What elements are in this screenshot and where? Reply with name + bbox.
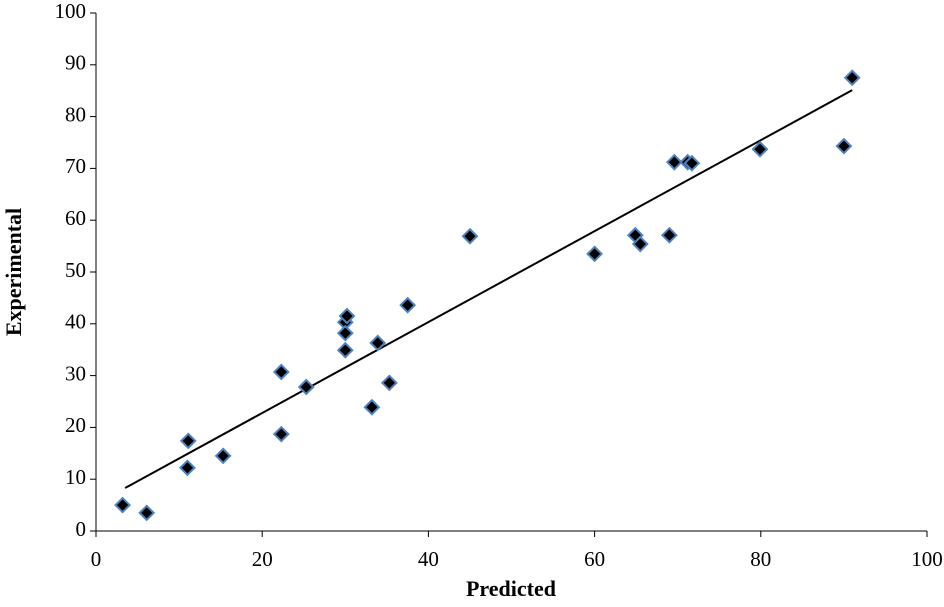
y-tick-label: 70 — [65, 154, 86, 178]
trendline — [124, 89, 853, 489]
point — [138, 504, 156, 522]
y-tick-label: 50 — [65, 258, 86, 282]
point — [297, 378, 315, 396]
point — [631, 235, 649, 253]
point — [369, 334, 387, 352]
point — [336, 341, 354, 359]
x-tick-label: 60 — [584, 547, 605, 571]
x-axis-title: Predicted — [466, 576, 556, 601]
point — [683, 154, 701, 172]
x-tick-label: 80 — [750, 547, 771, 571]
x-tick-label: 0 — [91, 547, 102, 571]
x-tick-label: 20 — [252, 547, 273, 571]
point — [178, 459, 196, 477]
point — [751, 140, 769, 158]
y-tick-label: 100 — [55, 0, 87, 23]
point — [380, 374, 398, 392]
point — [399, 296, 417, 314]
y-tick-label: 80 — [65, 102, 86, 126]
point — [363, 398, 381, 416]
x-tick-label: 100 — [911, 547, 943, 571]
point — [114, 496, 132, 514]
point — [272, 363, 290, 381]
x-tick-label: 40 — [418, 547, 439, 571]
y-tick-label: 20 — [65, 413, 86, 437]
point — [843, 69, 861, 87]
y-tick-label: 10 — [65, 465, 86, 489]
point — [665, 153, 683, 171]
y-tick-label: 30 — [65, 361, 86, 385]
y-tick-label: 40 — [65, 310, 86, 334]
point — [586, 245, 604, 263]
point — [835, 137, 853, 155]
point — [338, 307, 356, 325]
y-axis-title: Experimental — [1, 208, 26, 336]
y-tick-label: 60 — [65, 206, 86, 230]
point — [660, 226, 678, 244]
point — [179, 432, 197, 450]
y-tick-label: 90 — [65, 51, 86, 75]
point — [214, 447, 232, 465]
y-tick-label: 0 — [76, 517, 87, 541]
point — [336, 324, 354, 342]
point — [272, 425, 290, 443]
point — [461, 227, 479, 245]
